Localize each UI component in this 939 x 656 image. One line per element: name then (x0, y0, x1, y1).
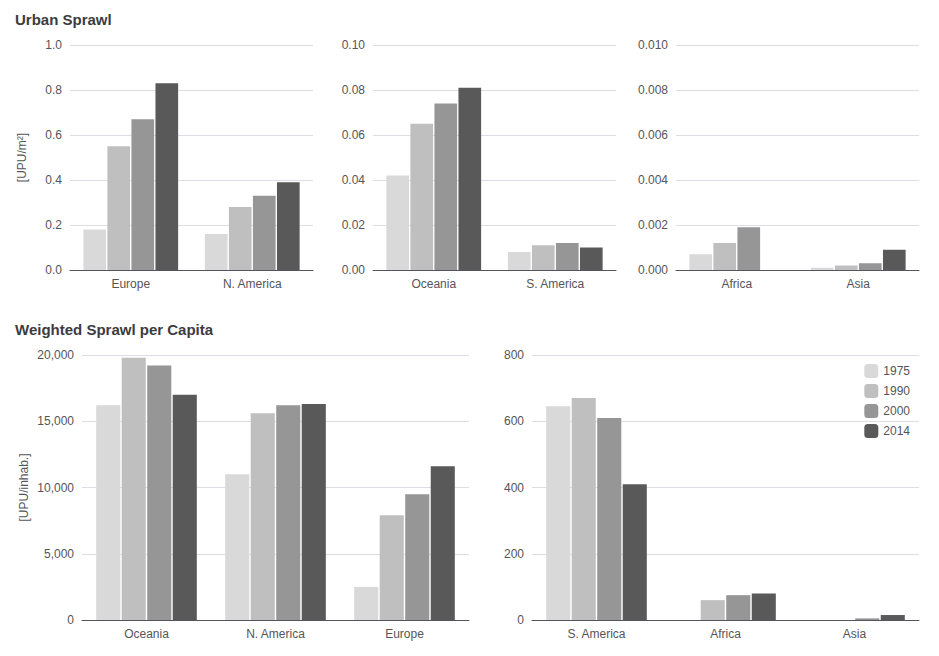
svg-text:0: 0 (67, 613, 74, 627)
svg-text:0.2: 0.2 (45, 218, 62, 232)
svg-text:Asia: Asia (843, 627, 867, 641)
svg-text:0.4: 0.4 (45, 173, 62, 187)
svg-text:0: 0 (517, 613, 524, 627)
svg-text:Urban Sprawl: Urban Sprawl (15, 11, 112, 28)
svg-text:0.002: 0.002 (638, 218, 668, 232)
svg-text:0.004: 0.004 (638, 173, 668, 187)
svg-text:Europe: Europe (385, 627, 424, 641)
svg-text:20,000: 20,000 (37, 348, 74, 362)
svg-text:S. America: S. America (526, 277, 584, 291)
svg-text:600: 600 (504, 414, 524, 428)
svg-text:[UPU/inhab.]: [UPU/inhab.] (17, 453, 31, 521)
svg-text:Africa: Africa (710, 627, 741, 641)
svg-text:S. America: S. America (567, 627, 625, 641)
svg-text:2014: 2014 (883, 424, 910, 438)
svg-text:Oceania: Oceania (124, 627, 169, 641)
svg-text:400: 400 (504, 481, 524, 495)
svg-text:10,000: 10,000 (37, 481, 74, 495)
svg-text:2000: 2000 (883, 404, 910, 418)
svg-text:0.10: 0.10 (342, 38, 366, 52)
svg-text:Weighted Sprawl per Capita: Weighted Sprawl per Capita (15, 321, 214, 338)
svg-text:Asia: Asia (847, 277, 871, 291)
svg-text:5,000: 5,000 (44, 547, 74, 561)
svg-text:0.00: 0.00 (342, 263, 366, 277)
svg-text:0.008: 0.008 (638, 83, 668, 97)
svg-text:0.04: 0.04 (342, 173, 366, 187)
svg-text:N. America: N. America (246, 627, 305, 641)
svg-text:0.08: 0.08 (342, 83, 366, 97)
svg-text:0.8: 0.8 (45, 83, 62, 97)
svg-text:1975: 1975 (883, 364, 910, 378)
svg-text:0.0: 0.0 (45, 263, 62, 277)
svg-text:1990: 1990 (883, 384, 910, 398)
svg-text:Europe: Europe (111, 277, 150, 291)
svg-text:0.006: 0.006 (638, 128, 668, 142)
svg-text:15,000: 15,000 (37, 414, 74, 428)
svg-text:[UPU/m²]: [UPU/m²] (15, 133, 29, 182)
svg-text:200: 200 (504, 547, 524, 561)
svg-text:0.06: 0.06 (342, 128, 366, 142)
svg-text:Africa: Africa (721, 277, 752, 291)
svg-text:N. America: N. America (223, 277, 282, 291)
svg-text:0.000: 0.000 (638, 263, 668, 277)
svg-text:0.02: 0.02 (342, 218, 366, 232)
svg-text:0.010: 0.010 (638, 38, 668, 52)
svg-text:Oceania: Oceania (411, 277, 456, 291)
svg-text:1.0: 1.0 (45, 38, 62, 52)
svg-text:800: 800 (504, 348, 524, 362)
svg-text:0.6: 0.6 (45, 128, 62, 142)
